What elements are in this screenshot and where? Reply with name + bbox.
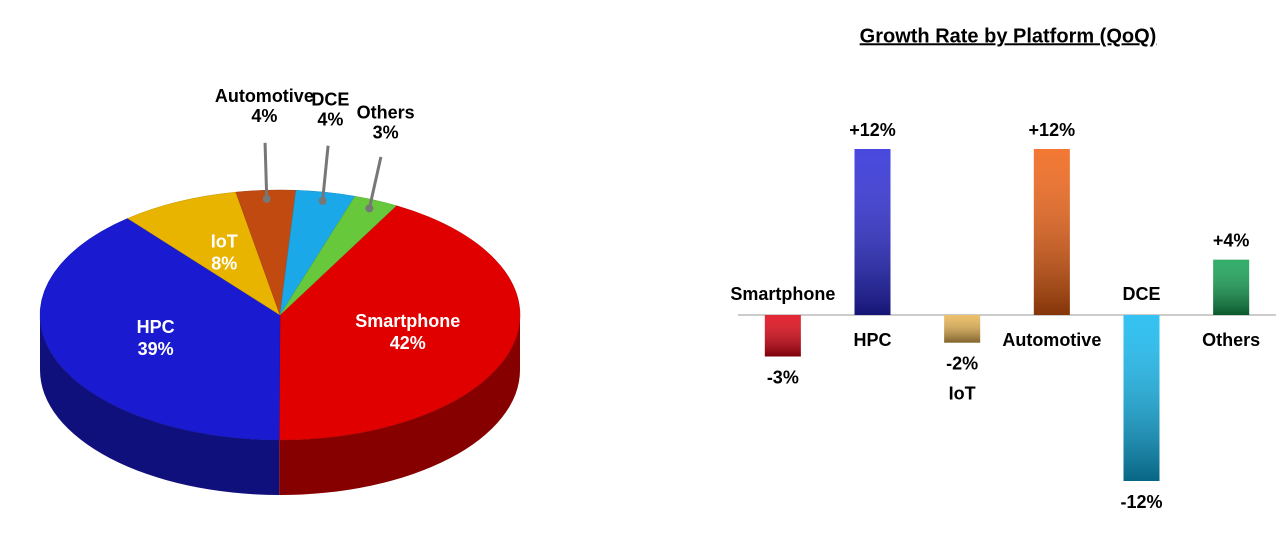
pie-slice bbox=[278, 205, 521, 441]
value-label: +12% bbox=[1029, 120, 1076, 140]
leader-dot bbox=[262, 194, 271, 203]
pie-side bbox=[279, 315, 520, 495]
pie-slice bbox=[279, 195, 397, 316]
bar-shade bbox=[944, 315, 981, 343]
bar-shade bbox=[1123, 315, 1160, 481]
slice-value: 4% bbox=[251, 106, 277, 126]
slice-label: Automotive bbox=[215, 86, 314, 106]
slice-value: 39% bbox=[138, 339, 174, 359]
bar-chart: Growth Rate by Platform (QoQ) -3% Smartph… bbox=[730, 25, 1276, 512]
category-label: Others bbox=[1202, 330, 1260, 350]
slice-label: IoT bbox=[211, 231, 238, 251]
leader-line bbox=[263, 142, 269, 200]
value-label: -2% bbox=[946, 353, 978, 373]
pie-slice bbox=[39, 218, 281, 441]
leader-line bbox=[321, 145, 330, 202]
slice-label: HPC bbox=[137, 317, 175, 337]
bar-shade bbox=[1213, 259, 1250, 315]
value-label: +4% bbox=[1213, 230, 1250, 250]
category-label: Smartphone bbox=[730, 284, 835, 304]
bar-shade bbox=[764, 315, 801, 357]
slice-label: Others bbox=[357, 102, 415, 122]
bar-shade bbox=[854, 149, 891, 315]
chart-title: Growth Rate by Platform (QoQ) bbox=[860, 25, 1157, 47]
pie-slice bbox=[127, 191, 281, 316]
value-label: +12% bbox=[849, 120, 896, 140]
slice-value: 8% bbox=[211, 253, 237, 273]
pie-side bbox=[40, 315, 280, 495]
pie-chart: Smartphone42%HPC39%IoT8%Automotive4%DCE4… bbox=[39, 86, 521, 495]
leader-dot bbox=[365, 204, 374, 213]
category-label: DCE bbox=[1122, 284, 1160, 304]
bar-shade bbox=[1033, 149, 1070, 315]
category-label: Automotive bbox=[1002, 330, 1101, 350]
slice-label: DCE bbox=[311, 89, 349, 109]
slice-value: 4% bbox=[317, 109, 343, 129]
value-label: -3% bbox=[767, 367, 799, 387]
category-label: IoT bbox=[949, 383, 976, 403]
leader-dot bbox=[318, 196, 327, 205]
leader-line bbox=[367, 156, 383, 209]
slice-value: 42% bbox=[390, 333, 426, 353]
value-label: -12% bbox=[1120, 492, 1162, 512]
slice-value: 3% bbox=[373, 122, 399, 142]
slice-label: Smartphone bbox=[355, 311, 460, 331]
category-label: HPC bbox=[853, 330, 891, 350]
